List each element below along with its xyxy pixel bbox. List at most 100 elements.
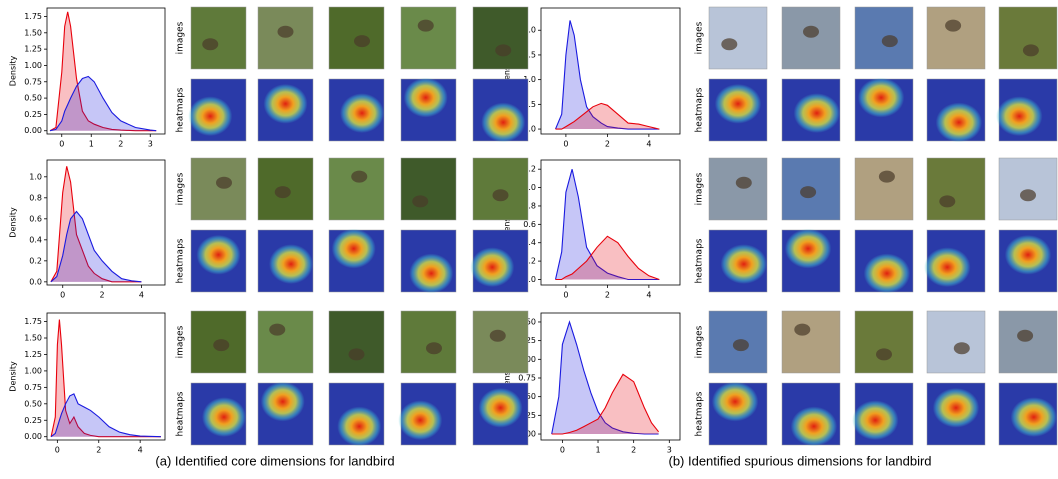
caption: (b) Identified spurious dimensions for l… [668, 453, 931, 468]
bird-shape [800, 186, 816, 198]
thumbnail-image [927, 7, 985, 69]
y-tick-label: 0.6 [29, 214, 42, 223]
bird-shape [794, 324, 810, 336]
bird-shape [278, 26, 294, 38]
y-tick-label: 1.0 [29, 172, 42, 181]
thumbnail-image [999, 311, 1057, 373]
x-tick-label: 4 [646, 140, 651, 149]
heat-blob [202, 397, 246, 437]
thumbnail-image [855, 311, 913, 373]
heat-blob [398, 400, 442, 440]
bird-shape [736, 177, 752, 189]
bird-shape [426, 342, 442, 354]
y-tick-label: 1.75 [24, 12, 42, 21]
thumbnail-image [999, 158, 1057, 220]
y-axis-label: Density [9, 56, 18, 87]
heat-blob [936, 103, 982, 143]
bird-shape [1023, 44, 1039, 56]
row-label: images [176, 325, 186, 358]
row-label: heatmaps [176, 87, 186, 132]
x-tick-label: 0 [563, 291, 568, 300]
x-tick-label: 2 [96, 446, 101, 455]
x-tick-label: 3 [667, 446, 672, 455]
y-tick-label: 0.75 [24, 77, 42, 86]
figure: (a) Identified core dimensions for landb… [0, 0, 1058, 475]
y-tick-label: 1.00 [24, 366, 42, 375]
heat-blob [197, 235, 241, 275]
y-axis-label: Density [9, 207, 18, 238]
heat-blob [712, 382, 758, 422]
y-axis-label: Density [9, 361, 18, 392]
x-tick-label: 3 [148, 140, 153, 149]
thumbnail-image [709, 158, 767, 220]
bird-shape [1017, 330, 1033, 342]
thumbnail-image [473, 158, 528, 220]
bird-shape [418, 20, 434, 32]
bird-shape [733, 339, 749, 351]
thumbnail-image [782, 311, 840, 373]
heat-blob [470, 247, 514, 287]
thumbnail-image [191, 7, 246, 69]
heat-blob [188, 96, 232, 136]
y-tick-label: 0.25 [24, 416, 42, 425]
y-tick-label: 1.75 [24, 317, 42, 326]
bird-shape [945, 20, 961, 32]
heat-blob [715, 84, 761, 124]
bird-shape [493, 189, 509, 201]
row-label: heatmaps [695, 391, 705, 436]
heat-blob [269, 244, 313, 284]
row-label: heatmaps [695, 238, 705, 283]
heat-blob [332, 229, 376, 269]
heat-blob [721, 244, 767, 284]
bird-shape [351, 171, 367, 183]
thumbnail-image [258, 7, 313, 69]
row-label: images [695, 325, 705, 358]
heat-blob [794, 93, 840, 133]
thumbnail-image [401, 7, 456, 69]
heat-blob [852, 400, 898, 440]
x-tick-label: 2 [631, 446, 636, 455]
bird-shape [269, 324, 285, 336]
caption: (a) Identified core dimensions for landb… [155, 453, 394, 468]
y-tick-label: 0.50 [24, 399, 42, 408]
bird-shape [354, 35, 370, 47]
bird-shape [879, 171, 895, 183]
x-tick-label: 2 [118, 140, 123, 149]
bird-shape [490, 330, 506, 342]
bird-shape [721, 38, 737, 50]
heat-blob [261, 382, 305, 422]
y-tick-label: 0.75 [518, 373, 536, 382]
heat-blob [933, 388, 979, 428]
bird-shape [216, 177, 232, 189]
thumbnail-image [258, 311, 313, 373]
thumbnail-image [782, 7, 840, 69]
bird-shape [939, 195, 955, 207]
heat-blob [785, 229, 831, 269]
y-tick-label: 0.4 [29, 235, 42, 244]
row-label: images [695, 172, 705, 205]
bird-shape [412, 195, 428, 207]
x-tick-label: 4 [139, 291, 144, 300]
x-tick-label: 4 [138, 446, 143, 455]
y-tick-label: 0.75 [24, 383, 42, 392]
thumbnail-image [473, 7, 528, 69]
heat-blob [864, 254, 910, 294]
heat-blob [924, 247, 970, 287]
x-tick-label: 2 [100, 291, 105, 300]
y-tick-label: 0.00 [24, 432, 42, 441]
y-tick-label: 1.25 [24, 350, 42, 359]
bird-shape [954, 342, 970, 354]
y-tick-label: 0.00 [24, 126, 42, 135]
x-tick-label: 0 [55, 446, 60, 455]
y-tick-label: 0.50 [24, 94, 42, 103]
thumbnail-image [329, 311, 384, 373]
thumbnail-image [191, 158, 246, 220]
thumbnail-image [401, 311, 456, 373]
bird-shape [349, 348, 365, 360]
heat-blob [481, 103, 525, 143]
thumbnail-image [473, 311, 528, 373]
bird-shape [275, 186, 291, 198]
heat-blob [337, 407, 381, 447]
y-tick-label: 0.25 [24, 110, 42, 119]
thumbnail-image [927, 311, 985, 373]
